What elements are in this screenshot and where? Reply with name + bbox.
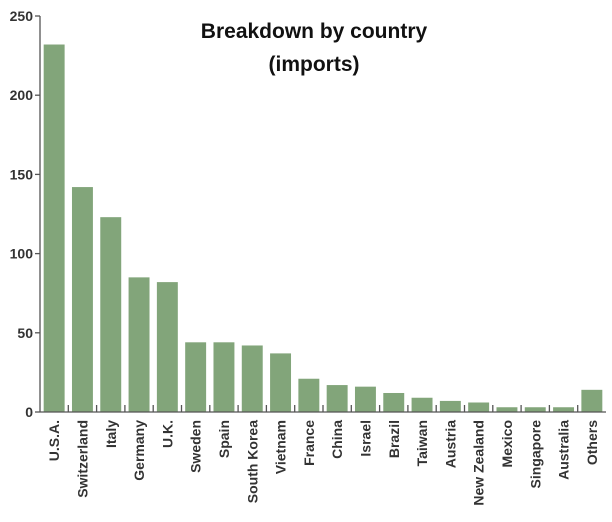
bar (185, 342, 207, 412)
y-tick-label: 250 (10, 8, 34, 24)
y-tick-label: 150 (10, 166, 34, 182)
y-tick-label: 50 (17, 325, 33, 341)
bar (496, 407, 518, 412)
bar (43, 44, 65, 413)
bar (100, 217, 122, 412)
bar (524, 407, 546, 412)
bar (439, 400, 461, 412)
x-tick-label: Switzerland (74, 420, 90, 498)
bar (383, 392, 405, 412)
x-tick-label: Israel (357, 420, 373, 457)
bar (270, 353, 292, 412)
y-tick-label: 200 (10, 87, 34, 103)
bar (468, 402, 490, 412)
chart-title-line-2: (imports) (269, 53, 360, 76)
chart-title-line-1: Breakdown by country (201, 20, 428, 43)
x-tick-label: Austria (442, 420, 458, 468)
y-tick-label: 100 (10, 246, 34, 262)
x-tick-label: U.K. (159, 420, 175, 448)
x-tick-label: South Korea (244, 420, 260, 503)
bars (43, 44, 603, 413)
bar (213, 342, 235, 412)
x-tick-label: Brazil (386, 420, 402, 458)
x-tick-label: China (329, 420, 345, 459)
bar (71, 187, 93, 412)
x-tick-label: New Zealand (471, 420, 487, 506)
bar (326, 385, 348, 412)
x-tick-label: Spain (216, 420, 232, 458)
x-tick-label: Others (584, 420, 600, 465)
x-tick-label: Australia (556, 420, 572, 480)
x-tick-label: Singapore (527, 420, 543, 489)
bar (354, 386, 376, 412)
x-tick-label: U.S.A. (46, 420, 62, 461)
bar (581, 389, 603, 412)
x-tick-label: Italy (103, 420, 119, 448)
bar (156, 282, 178, 412)
bar (298, 378, 320, 412)
bar (411, 397, 433, 412)
y-axis: 0 50 100 150 200 250 (10, 8, 41, 420)
y-tick-label: 0 (25, 404, 33, 420)
bar (128, 277, 150, 412)
x-tick-label: Taiwan (414, 420, 430, 466)
x-tick-label: Vietnam (273, 420, 289, 474)
x-tick-label: France (301, 420, 317, 466)
chart-title: Breakdown by country (imports) (201, 20, 428, 76)
bar (553, 407, 575, 412)
x-axis: U.S.A. Switzerland Italy Germany U.K. Sweden S… (40, 405, 606, 506)
bar (241, 345, 263, 412)
x-tick-label: Sweden (188, 420, 204, 473)
x-tick-label: Germany (131, 420, 147, 481)
x-tick-label: Mexico (499, 420, 515, 467)
